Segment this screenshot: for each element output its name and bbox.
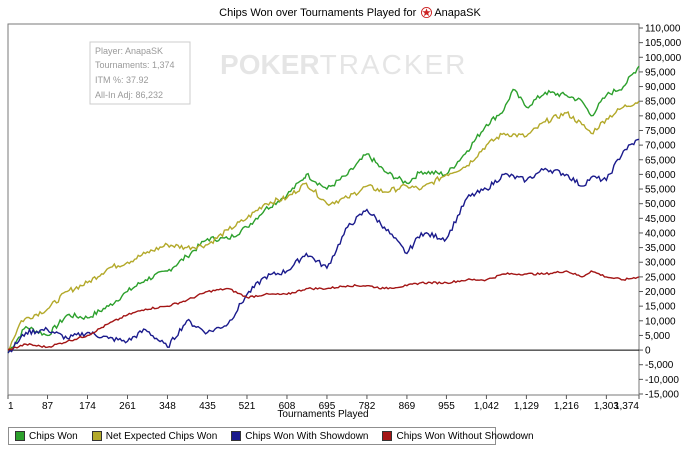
y-tick-label: 55,000	[645, 185, 676, 196]
legend-swatch	[15, 431, 25, 441]
x-tick-label: 782	[359, 401, 376, 412]
y-tick-label: 95,000	[645, 67, 676, 78]
legend-label: Chips Won	[29, 430, 78, 442]
x-tick-label: 1	[8, 401, 14, 412]
series-line-chips-won	[7, 65, 640, 354]
legend-swatch	[91, 431, 102, 441]
x-tick-label: 174	[79, 401, 96, 412]
x-tick-label: 955	[438, 401, 455, 412]
info-player: Player: AnapaSK	[95, 46, 163, 56]
y-tick-label: 50,000	[645, 199, 676, 210]
y-tick-label: 10,000	[645, 316, 676, 327]
x-tick-label: 261	[119, 401, 136, 412]
y-tick-label: 105,000	[645, 38, 682, 49]
x-tick-label: 1,129	[514, 401, 539, 412]
y-tick-label: 0	[645, 346, 651, 357]
pokerstars-star-icon	[421, 7, 433, 18]
x-tick-label: 608	[279, 401, 296, 412]
y-tick-label: 60,000	[645, 170, 676, 181]
x-tick-label: 869	[399, 401, 416, 412]
x-tick-label: 1,374	[614, 401, 639, 412]
y-tick-label: 85,000	[645, 97, 676, 108]
y-tick-label: 35,000	[645, 243, 676, 254]
legend-item[interactable]: Chips Won With Showdown	[231, 431, 368, 442]
x-tick-label: 435	[199, 401, 216, 412]
series-line-chips-won-without-showdown	[7, 270, 640, 351]
x-tick-label: 521	[239, 401, 256, 412]
y-tick-label: 65,000	[645, 155, 676, 166]
x-tick-label: 87	[42, 401, 54, 412]
chart-title-player: AnapaSK	[434, 7, 481, 19]
y-tick-label: 90,000	[645, 82, 676, 93]
y-tick-label: 20,000	[645, 287, 676, 298]
x-tick-label: 1,216	[554, 401, 579, 412]
legend-swatch	[231, 431, 242, 441]
legend-item[interactable]: Net Expected Chips Won	[91, 430, 218, 442]
y-tick-label: -10,000	[645, 375, 679, 386]
x-tick-label: 1,303	[594, 401, 619, 412]
y-tick-label: 5,000	[645, 331, 670, 342]
y-tick-label: 45,000	[645, 214, 676, 225]
info-allin-adj: All-In Adj: 86,232	[95, 90, 163, 100]
series-line-chips-won-with-showdown	[7, 138, 640, 354]
watermark-light: TRACKER	[320, 49, 468, 80]
chart-title-prefix: Chips Won over Tournaments Played for	[219, 7, 417, 19]
legend-item[interactable]: Chips Won	[15, 431, 78, 442]
watermark-chip: OKER	[239, 49, 320, 80]
legend-label: Chips Won With Showdown	[245, 430, 369, 442]
y-tick-label: 100,000	[645, 53, 682, 64]
y-tick-label: 110,000	[645, 24, 681, 35]
series-line-net-expected-chips-won	[7, 100, 640, 351]
y-tick-label: -15,000	[645, 390, 679, 401]
y-tick-label: 75,000	[645, 126, 676, 137]
y-tick-label: -5,000	[645, 360, 674, 371]
legend-item[interactable]: Chips Won Without Showdown	[382, 430, 534, 442]
y-tick-label: 80,000	[645, 111, 676, 122]
legend-label: Chips Won Without Showdown	[396, 430, 534, 442]
y-tick-label: 40,000	[645, 228, 676, 239]
y-tick-label: 25,000	[645, 272, 676, 283]
chart-title: Chips Won over Tournaments Played for An…	[0, 7, 700, 19]
x-tick-label: 348	[159, 401, 176, 412]
y-tick-label: 15,000	[645, 302, 676, 313]
info-itm: ITM %: 37.92	[95, 75, 149, 85]
info-box: Player: AnapaSK Tournaments: 1,374 ITM %…	[89, 41, 191, 105]
x-tick-label: 1,042	[474, 401, 499, 412]
y-tick-label: 30,000	[645, 258, 676, 269]
x-tick-label: 695	[319, 401, 336, 412]
legend-label: Net Expected Chips Won	[105, 430, 218, 442]
pokertracker-watermark: POKERTRACKER	[220, 49, 467, 80]
legend: Chips Won Net Expected Chips Won Chips Won…	[8, 427, 534, 445]
x-axis-label: Tournaments Played	[277, 409, 368, 420]
watermark-bold: P	[220, 49, 239, 80]
info-tournaments: Tournaments: 1,374	[95, 60, 175, 70]
y-tick-label: 70,000	[645, 141, 676, 152]
svg-text:POKERTRACKER: POKERTRACKER	[220, 49, 467, 80]
legend-swatch	[382, 431, 393, 441]
